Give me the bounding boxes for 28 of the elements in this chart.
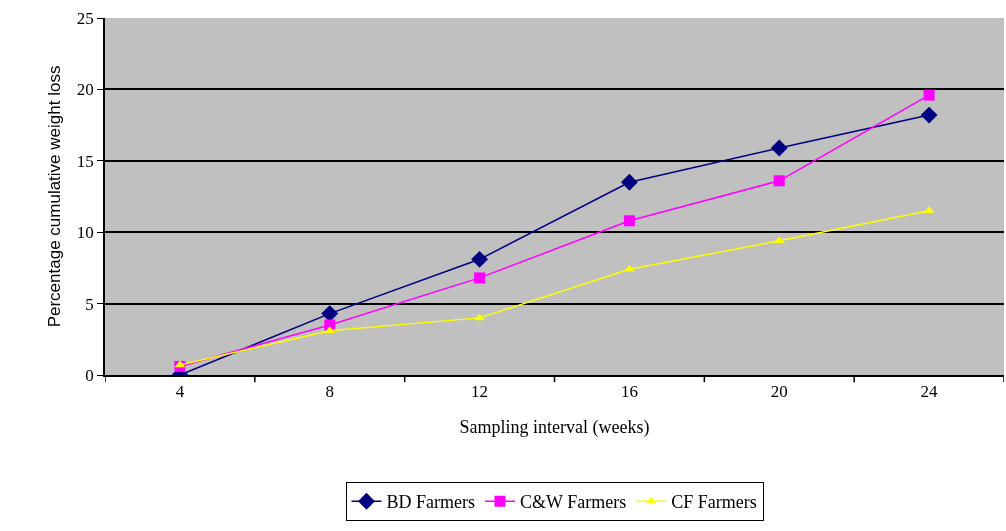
x-tick-label: 12 <box>471 382 489 402</box>
legend-label: CF Farmers <box>671 492 757 513</box>
point <box>623 215 635 227</box>
x-tick-label: 8 <box>325 382 334 402</box>
y-tick-label: 15 <box>76 151 94 171</box>
point <box>624 264 635 272</box>
y-tick-label: 25 <box>76 8 94 28</box>
point <box>474 272 486 284</box>
point <box>774 236 785 244</box>
legend-label: C&W Farmers <box>520 492 627 513</box>
x-tick-label: 4 <box>175 382 185 402</box>
y-tick-label: 10 <box>76 223 94 243</box>
y-tick-label: 0 <box>85 365 94 385</box>
x-tick-label: 16 <box>620 382 638 402</box>
x-tick-label: 24 <box>920 382 939 402</box>
point <box>770 139 788 157</box>
legend-label: BD Farmers <box>386 492 475 513</box>
point <box>920 106 938 124</box>
y-axis-title: Percentage cumulative weight loss <box>44 65 64 328</box>
x-tick-label: 20 <box>770 382 788 402</box>
point <box>471 250 489 268</box>
point <box>474 313 485 321</box>
x-axis-title: Sampling interval (weeks) <box>459 416 650 438</box>
point <box>923 89 935 101</box>
y-tick-label: 20 <box>76 80 94 100</box>
y-tick-label: 5 <box>85 294 94 314</box>
point <box>620 173 638 191</box>
point <box>773 175 785 187</box>
